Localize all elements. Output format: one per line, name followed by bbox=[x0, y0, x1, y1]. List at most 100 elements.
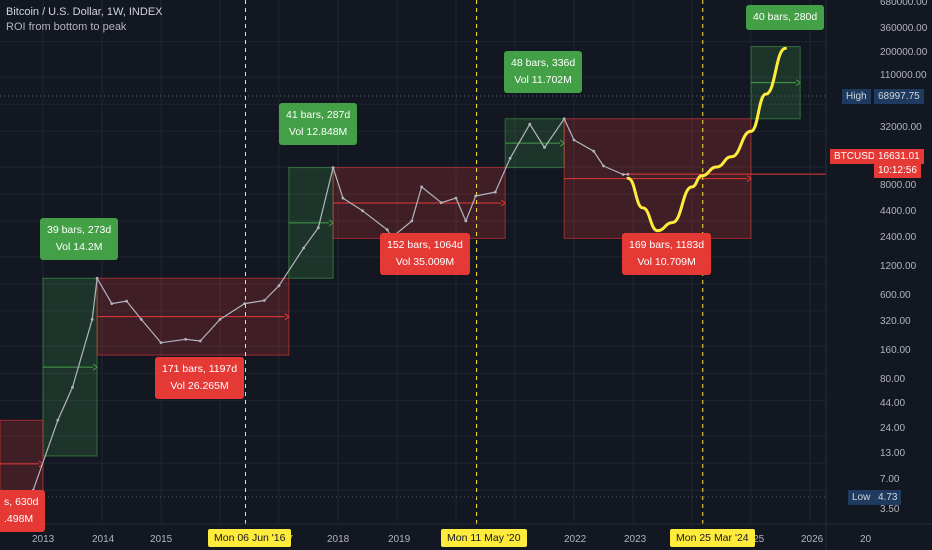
price-point bbox=[543, 146, 546, 149]
symbol-tag: BTCUSD bbox=[830, 149, 880, 164]
price-point bbox=[71, 385, 74, 389]
price-tick: 200000.00 bbox=[880, 47, 928, 58]
year-tick: 2026 bbox=[801, 534, 824, 545]
volume-label: Vol 10.709M bbox=[637, 256, 696, 268]
low-tag-label: Low bbox=[848, 490, 875, 505]
price-tick: 600.00 bbox=[880, 290, 911, 301]
year-tick: 2013 bbox=[32, 534, 55, 545]
price-point bbox=[243, 302, 247, 305]
price-point bbox=[218, 318, 222, 321]
price-point bbox=[95, 276, 99, 280]
last-price-tag: 16631.01 bbox=[874, 149, 924, 164]
gain-range-arrowhead bbox=[92, 363, 98, 371]
price-point bbox=[56, 418, 60, 422]
year-tick: 2018 bbox=[327, 534, 350, 545]
price-point bbox=[385, 228, 389, 232]
price-tick: 1200.00 bbox=[880, 261, 917, 272]
price-tick: 32000.00 bbox=[880, 122, 922, 133]
price-tick: 8000.00 bbox=[880, 180, 917, 191]
projected-run-stats: 40 bars, 280d bbox=[746, 5, 825, 30]
price-point bbox=[125, 299, 128, 303]
price-point bbox=[341, 196, 345, 200]
year-tick: 2022 bbox=[564, 534, 587, 545]
price-tick: 2400.00 bbox=[880, 232, 917, 243]
volume-label: Vol 12.848M bbox=[288, 126, 348, 138]
bull-run-stats: 39 bars, 273d Vol 14.2M bbox=[40, 218, 119, 260]
bars-days-label: s, 630d bbox=[4, 496, 39, 508]
price-point bbox=[184, 337, 188, 341]
price-point bbox=[198, 339, 202, 343]
price-point bbox=[110, 302, 114, 305]
bars-days-label: 39 bars, 273d bbox=[47, 224, 112, 236]
bear-market-stats: 171 bars, 1197d Vol 26.265M bbox=[155, 357, 245, 399]
high-tag-label: High bbox=[842, 89, 871, 104]
price-tick: 44.00 bbox=[880, 398, 906, 409]
price-point bbox=[474, 194, 478, 198]
price-point bbox=[90, 318, 94, 321]
price-point bbox=[439, 201, 443, 205]
price-point bbox=[410, 219, 414, 223]
price-point bbox=[302, 246, 305, 250]
price-point bbox=[139, 318, 143, 321]
price-point bbox=[361, 209, 364, 213]
price-point bbox=[592, 149, 596, 153]
price-point bbox=[277, 284, 281, 288]
year-tick: 2023 bbox=[624, 534, 647, 545]
year-tick: 20 bbox=[860, 534, 872, 545]
price-point bbox=[454, 196, 458, 200]
price-tick: 80.00 bbox=[880, 374, 906, 385]
bars-days-label: 171 bars, 1197d bbox=[162, 363, 238, 375]
price-series-line bbox=[32, 118, 629, 491]
price-point bbox=[621, 173, 625, 176]
volume-label: Vol 35.009M bbox=[395, 256, 455, 268]
price-tick: 360000.00 bbox=[880, 23, 928, 34]
price-tick: 7.00 bbox=[880, 474, 900, 485]
bear-market-stats: s, 630d .498M bbox=[0, 490, 46, 532]
bars-days-label: 40 bars, 280d bbox=[753, 11, 818, 23]
low-tag-value: 4.73 bbox=[874, 490, 902, 505]
price-point bbox=[508, 156, 512, 160]
bull-run-stats: 41 bars, 287d Vol 12.848M bbox=[279, 103, 358, 145]
price-tick: 3.50 bbox=[880, 504, 900, 515]
volume-label: .498M bbox=[4, 513, 34, 525]
chart-title: Bitcoin / U.S. Dollar, 1W, INDEX bbox=[6, 6, 163, 18]
halving-date-tag: Mon 25 Mar '24 bbox=[670, 529, 755, 547]
bars-days-label: 41 bars, 287d bbox=[286, 109, 351, 121]
loss-range-arrowhead bbox=[284, 313, 290, 321]
loss-range-arrowhead bbox=[500, 199, 507, 207]
volume-label: Vol 11.702M bbox=[514, 74, 572, 86]
price-point bbox=[602, 164, 605, 168]
price-point bbox=[159, 341, 163, 345]
price-point bbox=[464, 219, 468, 223]
gain-range-arrowhead bbox=[795, 79, 802, 87]
bear-market-stats: 169 bars, 1183d Vol 10.709M bbox=[622, 233, 712, 275]
year-tick: 2019 bbox=[388, 534, 411, 545]
price-point bbox=[262, 299, 266, 302]
indicator-label: ROI from bottom to peak bbox=[6, 21, 127, 33]
price-tick: 110000.00 bbox=[880, 70, 927, 81]
price-point bbox=[572, 138, 576, 142]
bars-days-label: 169 bars, 1183d bbox=[629, 239, 705, 251]
price-point bbox=[493, 190, 497, 194]
price-point bbox=[331, 166, 335, 170]
year-tick: 2014 bbox=[92, 534, 115, 545]
volume-label: Vol 26.265M bbox=[170, 380, 229, 392]
bear-market-stats: 152 bars, 1064d Vol 35.009M bbox=[380, 233, 470, 275]
price-tick: 320.00 bbox=[880, 316, 911, 327]
countdown-tag: 10:12:56 bbox=[874, 163, 921, 178]
price-point bbox=[420, 185, 423, 189]
price-tick: 160.00 bbox=[880, 345, 911, 356]
price-point bbox=[562, 117, 566, 121]
price-point bbox=[316, 226, 320, 230]
halving-date-tag: Mon 11 May '20 bbox=[441, 529, 527, 547]
price-tick: 13.00 bbox=[880, 448, 906, 459]
high-tag-value: 68997.75 bbox=[874, 89, 924, 104]
loss-range-arrowhead bbox=[746, 175, 752, 182]
year-tick: 2015 bbox=[150, 534, 173, 545]
bars-days-label: 48 bars, 336d bbox=[511, 57, 576, 69]
bull-run-stats: 48 bars, 336d Vol 11.702M bbox=[504, 51, 583, 93]
projection-line bbox=[626, 46, 787, 233]
price-point bbox=[528, 122, 532, 126]
price-tick: 4400.00 bbox=[880, 206, 917, 217]
